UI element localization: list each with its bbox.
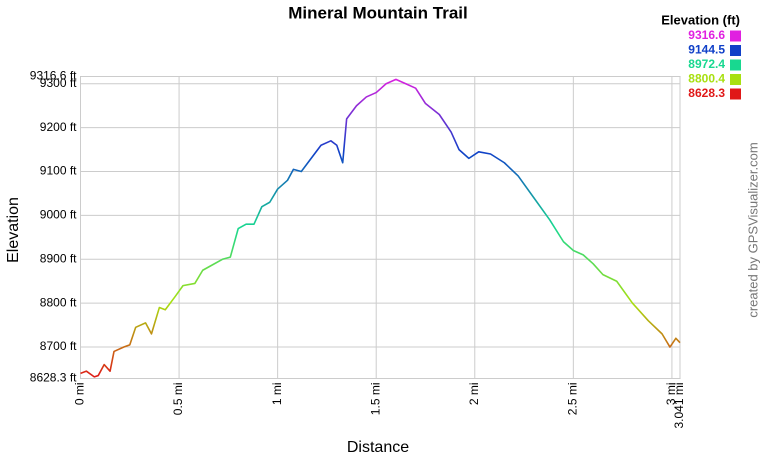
chart-title: Mineral Mountain Trail	[288, 3, 467, 22]
x-tick-label: 1 mi	[270, 383, 284, 406]
x-tick-label: 1.5 mi	[368, 383, 382, 416]
legend-swatch	[730, 30, 741, 42]
x-axis-label: Distance	[347, 439, 409, 456]
elevation-line	[80, 78, 681, 378]
legend-label: 8972.4	[688, 57, 725, 71]
x-tick-label: 0.5 mi	[171, 383, 185, 416]
y-tick-label: 9000 ft	[40, 208, 77, 222]
plot-area	[80, 76, 681, 379]
y-axis-label: Elevation	[5, 197, 22, 263]
y-tick-label: 8800 ft	[40, 295, 77, 309]
x-tick-label: 3.041 mi	[672, 383, 686, 429]
legend-swatch	[730, 59, 741, 71]
y-tick-label: 9300 ft	[40, 76, 77, 90]
y-tick-label: 8700 ft	[40, 339, 77, 353]
x-tick-label: 2.5 mi	[566, 383, 580, 416]
legend-title: Elevation (ft)	[661, 12, 740, 27]
legend-swatch	[730, 88, 741, 100]
y-tick-label: 8900 ft	[40, 251, 77, 265]
legend-label: 9316.6	[688, 28, 725, 42]
y-tick-label: 9100 ft	[40, 164, 77, 178]
legend-label: 8628.3	[688, 86, 725, 100]
watermark: created by GPSVisualizer.com	[745, 142, 760, 317]
legend-label: 8800.4	[688, 72, 725, 86]
y-tick-label: 9200 ft	[40, 120, 77, 134]
x-tick-label: 0 mi	[73, 383, 87, 406]
x-tick-label: 2 mi	[467, 383, 481, 406]
x-tick-label: 3 mi	[664, 383, 678, 406]
legend-swatch	[730, 74, 741, 85]
y-tick-label: 8628.3 ft	[30, 371, 77, 385]
y-tick-label: 9316.6 ft	[30, 69, 77, 83]
legend-label: 9144.5	[688, 43, 725, 57]
legend-swatch	[730, 45, 741, 56]
